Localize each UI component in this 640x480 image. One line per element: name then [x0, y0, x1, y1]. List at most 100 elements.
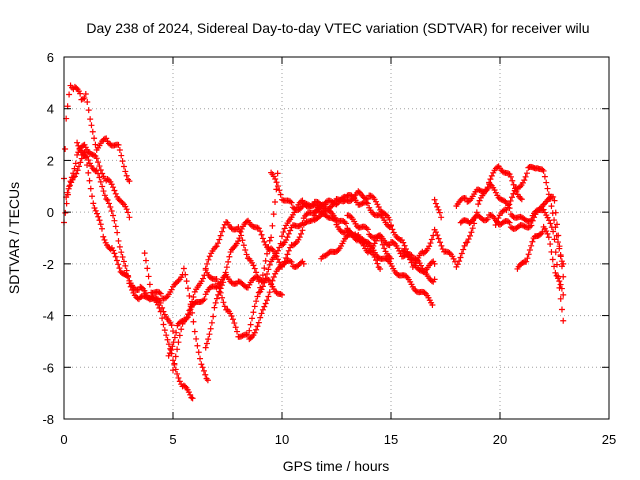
y-tick-label: 0: [47, 205, 54, 220]
data-point: [269, 277, 276, 284]
data-point: [508, 194, 515, 201]
data-point: [276, 264, 283, 271]
data-point: [270, 211, 277, 218]
data-point: [253, 298, 260, 305]
data-point: [146, 281, 153, 288]
data-point: [547, 220, 554, 227]
data-point: [469, 225, 476, 232]
data-point: [285, 247, 292, 254]
data-point: [431, 260, 438, 267]
data-point: [375, 212, 382, 219]
data-point: [242, 247, 249, 254]
data-point: [231, 320, 238, 327]
y-tick-label: 2: [47, 153, 54, 168]
data-point: [200, 367, 207, 374]
data-point: [551, 263, 558, 270]
data-point: [183, 278, 190, 285]
data-point: [174, 346, 181, 353]
data-point: [74, 151, 81, 158]
data-point: [120, 258, 127, 265]
x-tick-label: 20: [493, 432, 507, 447]
data-point: [247, 335, 254, 342]
data-point: [285, 230, 292, 237]
data-point: [221, 274, 228, 281]
data-point: [522, 173, 529, 180]
data-point: [366, 248, 373, 255]
data-point: [184, 311, 191, 318]
data-point: [141, 293, 148, 300]
data-point: [283, 255, 290, 262]
data-point: [332, 217, 339, 224]
data-point: [288, 259, 295, 266]
data-point: [213, 275, 220, 282]
data-point: [122, 168, 129, 175]
data-point: [468, 229, 475, 236]
data-point: [265, 266, 272, 273]
data-point: [401, 242, 408, 249]
data-point: [281, 225, 288, 232]
data-point: [172, 366, 179, 373]
data-point: [494, 164, 501, 171]
data-point: [65, 185, 72, 192]
data-point: [368, 193, 375, 200]
data-point: [107, 204, 114, 211]
data-point: [180, 265, 187, 272]
data-point: [63, 200, 70, 207]
data-point: [304, 201, 311, 208]
data-point: [268, 234, 275, 241]
data-point: [164, 336, 171, 343]
data-point: [165, 341, 172, 348]
data-point: [272, 270, 279, 277]
data-point: [261, 279, 268, 286]
data-point: [454, 261, 461, 268]
data-point: [118, 198, 125, 205]
data-point: [416, 267, 423, 274]
data-point: [212, 244, 219, 251]
data-point: [279, 291, 285, 298]
data-point: [217, 289, 224, 296]
data-point: [251, 303, 258, 310]
data-point: [159, 315, 166, 322]
data-point: [175, 374, 182, 381]
data-point: [193, 335, 200, 342]
data-point: [544, 230, 551, 237]
data-point: [123, 172, 130, 179]
data-point: [484, 216, 491, 223]
data-point: [333, 201, 340, 208]
data-point: [487, 176, 494, 183]
data-point: [184, 285, 191, 292]
data-point: [519, 179, 526, 186]
series-outliers: [318, 231, 436, 308]
data-point: [461, 242, 468, 249]
data-point: [518, 196, 525, 203]
data-point: [389, 226, 396, 233]
data-point: [495, 215, 502, 222]
data-point: [558, 258, 565, 265]
data-point: [170, 328, 176, 335]
data-point: [108, 207, 115, 214]
data-point: [507, 173, 514, 180]
data-point: [394, 245, 401, 252]
data-point: [145, 273, 152, 280]
data-point: [507, 197, 514, 204]
x-axis-label: GPS time / hours: [283, 458, 390, 474]
data-point: [510, 190, 517, 197]
data-point: [126, 178, 133, 185]
data-point: [274, 247, 281, 254]
data-point: [521, 223, 528, 230]
data-point: [483, 217, 490, 224]
data-point: [277, 291, 284, 298]
data-point: [344, 232, 351, 239]
y-tick-label: -4: [42, 309, 54, 324]
data-point: [216, 236, 223, 243]
data-point: [319, 208, 326, 215]
series-track-4: [74, 139, 176, 335]
data-point: [95, 159, 102, 166]
data-point: [504, 204, 511, 211]
data-point: [119, 253, 126, 260]
data-point: [549, 256, 556, 263]
data-point: [257, 314, 264, 321]
data-marks: [61, 82, 567, 402]
data-point: [157, 299, 164, 306]
data-point: [467, 232, 474, 239]
